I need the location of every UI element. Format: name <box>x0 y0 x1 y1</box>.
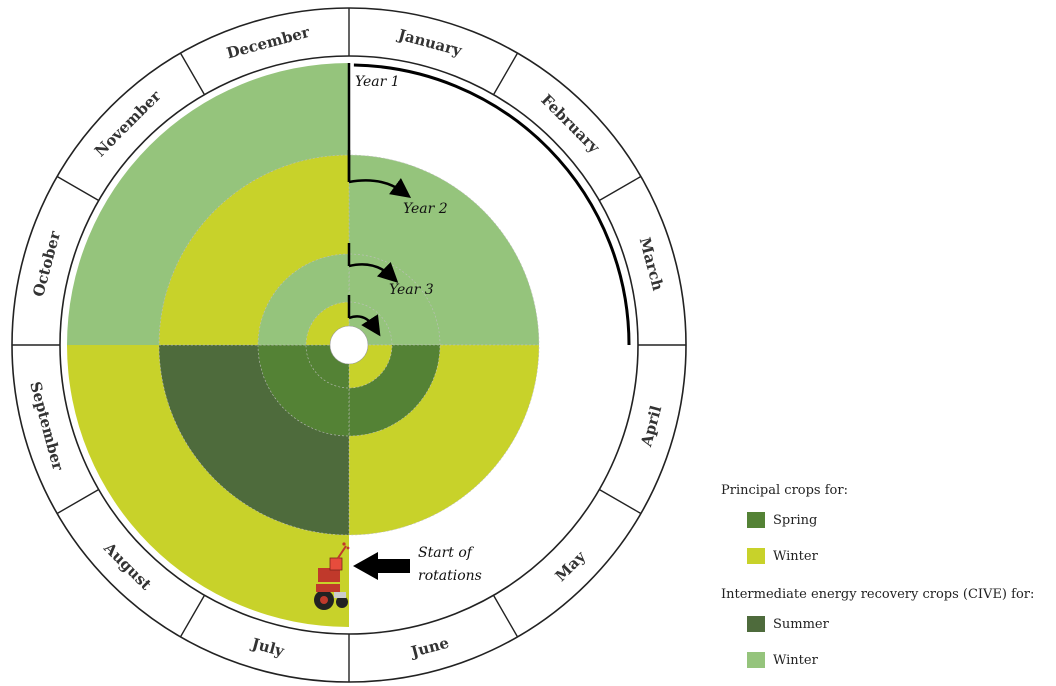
legend-item-summer-cive: Summer <box>721 606 1056 642</box>
legend-label-spring: Spring <box>773 512 818 528</box>
tractor-icon <box>314 542 350 610</box>
year-1-progress-arc <box>353 63 631 346</box>
month-divider <box>179 52 206 96</box>
legend-label-winter-principal: Winter <box>773 548 818 564</box>
legend-item-spring: Spring <box>721 502 1056 538</box>
year-1-label: Year 1 <box>355 74 400 90</box>
month-divider <box>492 594 519 638</box>
legend-item-winter-cive: Winter <box>721 642 1056 678</box>
legend-swatch-spring <box>747 512 765 528</box>
legend: Principal crops for: Spring Winter Inter… <box>721 480 1056 678</box>
legend-swatch-winter-principal <box>747 548 765 564</box>
crop-rotation-wheel: JanuaryFebruaryMarchAprilMayJuneJulyAugu… <box>11 7 687 683</box>
year-3-arrow <box>348 261 399 283</box>
legend-swatch-summer-cive <box>747 616 765 632</box>
month-divider <box>56 175 100 202</box>
start-label-line-1: Start of <box>418 545 475 561</box>
legend-swatch-winter-cive <box>747 652 765 668</box>
legend-heading-principal: Principal crops for: <box>721 483 848 498</box>
legend-item-winter-principal: Winter <box>721 538 1056 574</box>
year-2-label: Year 2 <box>403 201 448 217</box>
month-divider <box>598 488 642 515</box>
year-4-arrow <box>348 314 381 337</box>
month-divider <box>598 175 642 202</box>
crop-rings <box>67 63 631 627</box>
month-divider <box>492 52 519 96</box>
year-3-label: Year 3 <box>389 282 434 298</box>
start-label-line-2: rotations <box>418 568 482 584</box>
legend-heading-cive: Intermediate energy recovery crops (CIVE… <box>721 587 1035 602</box>
month-divider <box>56 488 100 515</box>
legend-label-summer-cive: Summer <box>773 616 829 632</box>
legend-label-winter-cive: Winter <box>773 652 818 668</box>
start-arrow-icon <box>353 552 410 580</box>
center-circle <box>329 325 369 365</box>
annotations: Year 1 Year 2 Year 3 Start of rotations <box>314 63 631 610</box>
month-divider <box>179 594 206 638</box>
year-2-arrow <box>348 178 412 198</box>
